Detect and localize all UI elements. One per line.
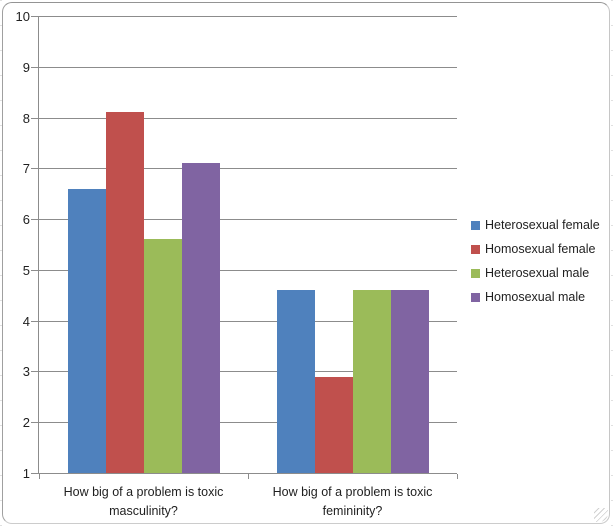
y-axis-tick (31, 117, 38, 119)
legend-swatch-icon (471, 268, 480, 278)
bar-homosexual-male[interactable] (181, 163, 220, 473)
legend-label: Heterosexual female (485, 218, 600, 232)
legend-item-homosexual-male[interactable]: Homosexual male (471, 285, 600, 309)
gridline (39, 66, 457, 68)
bar-heterosexual-male[interactable] (143, 239, 182, 473)
x-axis-tick (457, 474, 458, 479)
y-axis-tick (31, 219, 38, 221)
legend-label: Heterosexual male (485, 266, 590, 280)
legend: Heterosexual female Homosexual female Hete… (471, 213, 600, 309)
worksheet-edge-right (611, 0, 613, 527)
legend-swatch-icon (471, 292, 480, 302)
worksheet-edge-left (0, 0, 2, 527)
gridline (39, 117, 457, 119)
bar-homosexual-male[interactable] (390, 290, 429, 473)
x-axis-tick (248, 474, 249, 479)
legend-label: Homosexual male (485, 290, 586, 304)
x-axis-category-label: How big of a problem is toxic masculinit… (63, 485, 224, 518)
legend-label: Homosexual female (485, 242, 596, 256)
y-axis-tick-label: 6 (22, 212, 30, 228)
x-axis-category-label: How big of a problem is toxic femininity… (272, 485, 433, 518)
x-axis-tick (39, 474, 40, 479)
y-axis-tick-label: 4 (22, 313, 30, 329)
y-axis-tick-label: 9 (22, 59, 30, 75)
gridline (39, 219, 457, 221)
y-axis-tick-label: 7 (22, 161, 30, 177)
gridline (39, 168, 457, 170)
bar-homosexual-female[interactable] (314, 376, 353, 473)
y-axis-tick (31, 66, 38, 68)
bar-homosexual-female[interactable] (105, 112, 144, 473)
bar-heterosexual-female[interactable] (67, 188, 106, 473)
y-axis-tick (31, 473, 38, 474)
gridline (39, 371, 457, 373)
legend-swatch-icon (471, 244, 480, 254)
y-axis-tick-label: 8 (22, 110, 30, 126)
y-axis-tick (31, 16, 38, 17)
legend-item-heterosexual-female[interactable]: Heterosexual female (471, 213, 600, 237)
gridline (39, 16, 457, 17)
y-axis-tick-label: 3 (22, 364, 30, 380)
y-axis-tick (31, 168, 38, 170)
y-axis-tick (31, 320, 38, 322)
legend-item-heterosexual-male[interactable]: Heterosexual male (471, 261, 600, 285)
legend-item-homosexual-female[interactable]: Homosexual female (471, 237, 600, 261)
gridline (39, 269, 457, 271)
plot-area: 1 2 3 4 5 6 7 8 9 10 How big of a problem is toxic… (16, 10, 458, 518)
gridline (39, 422, 457, 424)
y-axis-tick-label: 10 (15, 9, 30, 24)
legend-swatch-icon (471, 220, 480, 230)
y-axis-tick (31, 371, 38, 373)
bar-heterosexual-male[interactable] (352, 290, 391, 473)
gridline (39, 320, 457, 322)
bar-heterosexual-female[interactable] (276, 290, 315, 473)
y-axis-tick (31, 269, 38, 271)
resize-handle-icon[interactable] (594, 508, 608, 522)
y-axis-tick (31, 422, 38, 424)
y-axis-tick-label: 5 (22, 262, 30, 278)
y-axis-tick-label: 2 (22, 415, 30, 431)
y-axis-tick-label: 1 (22, 466, 30, 481)
